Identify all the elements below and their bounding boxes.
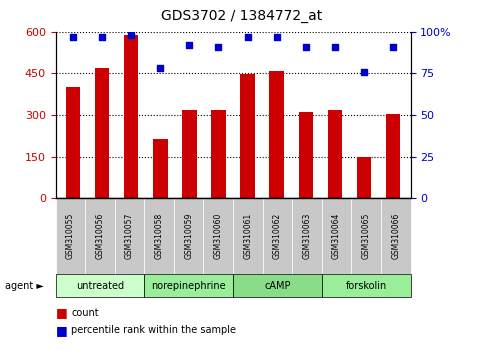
Bar xyxy=(182,109,197,198)
Bar xyxy=(153,139,168,198)
Bar xyxy=(386,114,400,198)
Text: GDS3702 / 1384772_at: GDS3702 / 1384772_at xyxy=(161,9,322,23)
Text: untreated: untreated xyxy=(76,280,124,291)
Bar xyxy=(66,87,80,198)
Point xyxy=(69,34,77,40)
Text: GSM310061: GSM310061 xyxy=(243,213,252,259)
Text: ■: ■ xyxy=(56,306,67,319)
Point xyxy=(156,65,164,71)
Point xyxy=(185,42,193,48)
Point xyxy=(128,32,135,38)
Point xyxy=(273,34,281,40)
Text: GSM310066: GSM310066 xyxy=(391,213,400,259)
Text: percentile rank within the sample: percentile rank within the sample xyxy=(71,325,237,335)
Text: count: count xyxy=(71,308,99,318)
Text: agent ►: agent ► xyxy=(5,280,43,291)
Point xyxy=(214,44,222,50)
Point xyxy=(98,34,106,40)
Bar xyxy=(298,112,313,198)
Text: cAMP: cAMP xyxy=(264,280,291,291)
Text: GSM310065: GSM310065 xyxy=(362,213,370,259)
Text: GSM310056: GSM310056 xyxy=(96,213,104,259)
Text: GSM310055: GSM310055 xyxy=(66,213,75,259)
Bar xyxy=(211,109,226,198)
Bar xyxy=(357,156,371,198)
Text: GSM310064: GSM310064 xyxy=(332,213,341,259)
Text: GSM310062: GSM310062 xyxy=(273,213,282,259)
Point xyxy=(389,44,397,50)
Bar xyxy=(124,35,139,198)
Bar xyxy=(327,109,342,198)
Bar xyxy=(95,68,109,198)
Text: GSM310060: GSM310060 xyxy=(214,213,223,259)
Point xyxy=(360,69,368,75)
Point xyxy=(244,34,252,40)
Text: norepinephrine: norepinephrine xyxy=(151,280,226,291)
Text: GSM310057: GSM310057 xyxy=(125,213,134,259)
Text: ■: ■ xyxy=(56,324,67,337)
Bar xyxy=(270,71,284,198)
Text: forskolin: forskolin xyxy=(345,280,387,291)
Text: GSM310063: GSM310063 xyxy=(302,213,312,259)
Text: GSM310058: GSM310058 xyxy=(155,213,164,259)
Text: GSM310059: GSM310059 xyxy=(184,213,193,259)
Point xyxy=(331,44,339,50)
Bar xyxy=(241,74,255,198)
Point xyxy=(302,44,310,50)
